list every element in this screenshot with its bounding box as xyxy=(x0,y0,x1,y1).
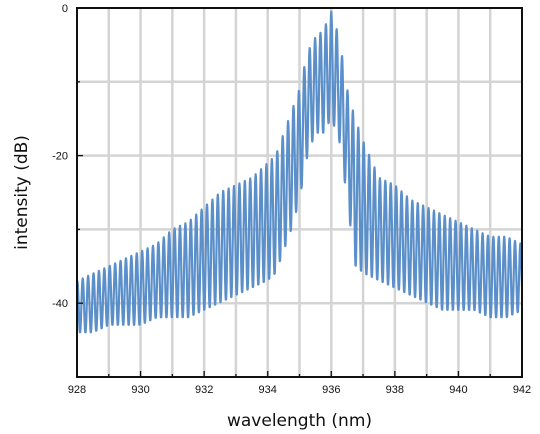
x-tick-label: 942 xyxy=(513,384,531,396)
x-tick-label: 928 xyxy=(68,384,86,396)
tick-labels: 928 930 932 934 936 938 940 942 0 -20 -40 xyxy=(52,3,531,396)
x-tick-label: 940 xyxy=(449,384,467,396)
series-layer xyxy=(77,10,522,334)
y-axis-label: intensity (dB) xyxy=(12,135,32,250)
x-tick-label: 936 xyxy=(322,384,340,396)
y-tick-label: -20 xyxy=(52,151,68,163)
y-tick-label: -40 xyxy=(52,298,68,310)
x-tick-label: 934 xyxy=(259,384,277,396)
tick-marks xyxy=(76,7,523,378)
x-tick-label: 932 xyxy=(195,384,213,396)
x-tick-label: 938 xyxy=(386,384,404,396)
spectrum-line xyxy=(77,10,522,334)
x-tick-label: 930 xyxy=(131,384,149,396)
y-tick-label: 0 xyxy=(62,3,68,15)
x-axis-label: wavelength (nm) xyxy=(227,411,372,431)
